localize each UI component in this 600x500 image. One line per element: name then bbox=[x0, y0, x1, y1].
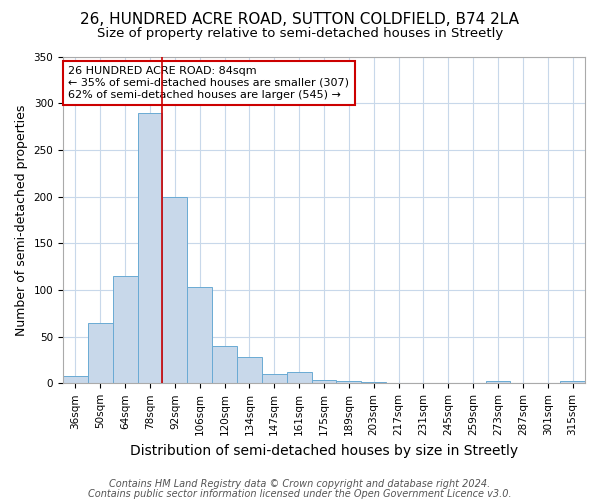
Text: Contains HM Land Registry data © Crown copyright and database right 2024.: Contains HM Land Registry data © Crown c… bbox=[109, 479, 491, 489]
Text: 26, HUNDRED ACRE ROAD, SUTTON COLDFIELD, B74 2LA: 26, HUNDRED ACRE ROAD, SUTTON COLDFIELD,… bbox=[80, 12, 520, 28]
Bar bbox=[311, 380, 337, 384]
Bar bbox=[88, 322, 113, 384]
Bar bbox=[187, 287, 212, 384]
Bar bbox=[163, 196, 187, 384]
Bar bbox=[361, 382, 386, 384]
Bar bbox=[212, 346, 237, 384]
Bar bbox=[237, 357, 262, 384]
Bar bbox=[137, 112, 163, 384]
Bar bbox=[485, 380, 511, 384]
Bar bbox=[262, 374, 287, 384]
Bar bbox=[560, 380, 585, 384]
Bar bbox=[337, 382, 361, 384]
Bar bbox=[113, 276, 137, 384]
Text: Contains public sector information licensed under the Open Government Licence v3: Contains public sector information licen… bbox=[88, 489, 512, 499]
Y-axis label: Number of semi-detached properties: Number of semi-detached properties bbox=[15, 104, 28, 336]
Text: 26 HUNDRED ACRE ROAD: 84sqm
← 35% of semi-detached houses are smaller (307)
62% : 26 HUNDRED ACRE ROAD: 84sqm ← 35% of sem… bbox=[68, 66, 349, 100]
X-axis label: Distribution of semi-detached houses by size in Streetly: Distribution of semi-detached houses by … bbox=[130, 444, 518, 458]
Bar bbox=[287, 372, 311, 384]
Bar bbox=[63, 376, 88, 384]
Text: Size of property relative to semi-detached houses in Streetly: Size of property relative to semi-detach… bbox=[97, 28, 503, 40]
